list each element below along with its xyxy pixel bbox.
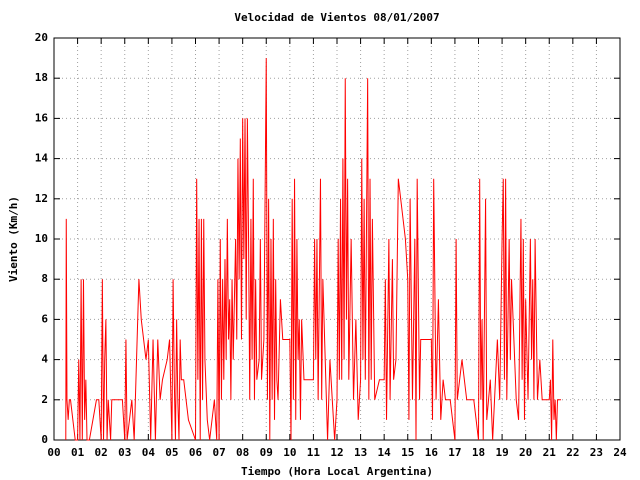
x-tick-label: 24	[613, 446, 627, 459]
y-tick-label: 2	[41, 393, 48, 406]
y-tick-label: 20	[35, 31, 48, 44]
x-tick-label: 22	[566, 446, 579, 459]
y-tick-label: 6	[41, 312, 48, 325]
x-tick-label: 17	[448, 446, 461, 459]
x-tick-label: 06	[189, 446, 203, 459]
x-axis-label: Tiempo (Hora Local Argentina)	[241, 465, 433, 478]
plot-frame	[53, 37, 621, 441]
chart-title: Velocidad de Vientos 08/01/2007	[234, 11, 439, 24]
x-tick-label: 08	[236, 446, 249, 459]
x-tick-label: 11	[307, 446, 321, 459]
x-tick-label: 18	[472, 446, 485, 459]
y-tick-label: 0	[41, 433, 48, 446]
x-tick-label: 13	[354, 446, 367, 459]
x-tick-label: 12	[330, 446, 343, 459]
x-tick-label: 15	[401, 446, 414, 459]
x-tick-label: 01	[71, 446, 85, 459]
x-tick-label: 16	[425, 446, 439, 459]
y-tick-label: 8	[41, 272, 48, 285]
x-tick-label: 23	[590, 446, 603, 459]
x-tick-label: 21	[543, 446, 557, 459]
y-tick-label: 10	[35, 232, 48, 245]
y-tick-label: 4	[41, 353, 48, 366]
y-tick-label: 14	[35, 152, 49, 165]
y-tick-label: 18	[35, 71, 48, 84]
x-tick-label: 20	[519, 446, 532, 459]
x-tick-label: 14	[378, 446, 392, 459]
x-tick-label: 05	[165, 446, 178, 459]
y-axis-label: Viento (Km/h)	[7, 196, 20, 282]
x-tick-label: 07	[212, 446, 225, 459]
x-tick-label: 02	[95, 446, 108, 459]
data-line	[65, 58, 562, 441]
x-tick-label: 00	[47, 446, 60, 459]
x-tick-label: 03	[118, 446, 131, 459]
x-tick-label: 10	[283, 446, 296, 459]
y-tick-label: 16	[35, 111, 49, 124]
y-tick-label: 12	[35, 192, 48, 205]
x-tick-label: 19	[495, 446, 508, 459]
x-tick-label: 04	[142, 446, 156, 459]
x-tick-label: 09	[260, 446, 273, 459]
